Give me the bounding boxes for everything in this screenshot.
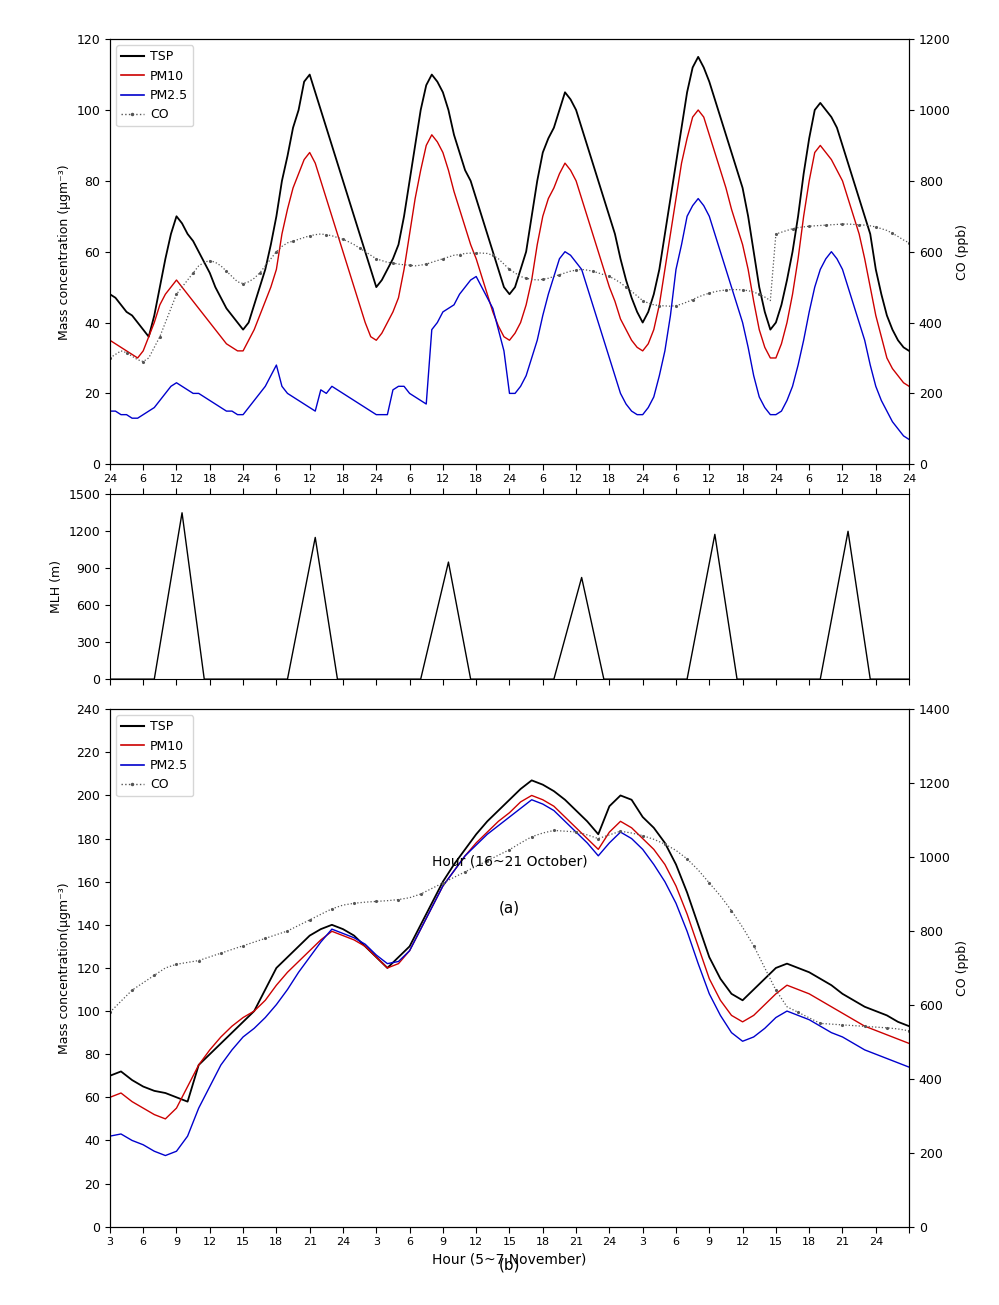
PM2.5 <box>847 1036 859 1052</box>
TSP <box>564 91 576 107</box>
CO <box>148 339 160 355</box>
PM2.5 <box>382 955 394 971</box>
PM10 <box>792 981 804 997</box>
TSP <box>903 1018 915 1034</box>
Text: (b): (b) <box>499 1258 520 1272</box>
PM10 <box>853 226 865 241</box>
TSP <box>814 971 826 987</box>
PM2.5 <box>104 403 116 419</box>
TSP <box>692 50 704 65</box>
PM2.5 <box>293 964 305 980</box>
Line: PM10: PM10 <box>110 796 909 1118</box>
TSP <box>514 782 526 797</box>
PM2.5 <box>736 315 748 330</box>
PM10 <box>143 329 155 345</box>
TSP <box>853 191 865 206</box>
Line: PM2.5: PM2.5 <box>110 800 909 1155</box>
Line: CO: CO <box>108 829 911 1032</box>
CO <box>137 354 149 369</box>
Line: PM10: PM10 <box>110 110 909 386</box>
CO <box>570 262 582 278</box>
CO <box>503 842 515 857</box>
TSP <box>143 329 155 345</box>
PM2.5 <box>110 403 122 419</box>
PM2.5 <box>564 248 576 264</box>
PM10 <box>293 954 305 970</box>
CO <box>836 217 848 232</box>
PM10 <box>514 793 526 809</box>
PM10 <box>847 1011 859 1027</box>
CO <box>110 347 122 363</box>
Line: TSP: TSP <box>110 780 909 1101</box>
CO <box>803 1010 815 1026</box>
PM10 <box>110 335 122 351</box>
CO <box>836 1017 848 1032</box>
PM2.5 <box>714 244 726 260</box>
Line: TSP: TSP <box>110 57 909 351</box>
CO <box>104 1005 116 1021</box>
CO <box>714 283 726 299</box>
Y-axis label: Mass concentration (μgm⁻³): Mass concentration (μgm⁻³) <box>58 164 71 339</box>
PM2.5 <box>104 1129 116 1144</box>
TSP <box>792 960 804 976</box>
CO <box>903 235 915 251</box>
Y-axis label: MLH (m): MLH (m) <box>50 560 63 613</box>
PM2.5 <box>814 1018 826 1034</box>
CO <box>371 894 383 910</box>
Y-axis label: Mass concentration(μgm⁻³): Mass concentration(μgm⁻³) <box>58 882 71 1053</box>
TSP <box>847 993 859 1009</box>
PM2.5 <box>525 792 537 808</box>
Line: CO: CO <box>108 222 911 363</box>
X-axis label: Hour (5~7 November): Hour (5~7 November) <box>433 1253 586 1267</box>
PM10 <box>104 333 116 348</box>
PM2.5 <box>143 403 155 419</box>
CO <box>781 998 793 1014</box>
TSP <box>182 1094 194 1109</box>
CO <box>859 218 871 234</box>
PM2.5 <box>792 1007 804 1023</box>
TSP <box>104 1067 116 1083</box>
PM2.5 <box>692 191 704 206</box>
Text: (a): (a) <box>499 900 520 915</box>
CO <box>282 923 294 938</box>
TSP <box>104 286 116 301</box>
PM2.5 <box>903 1060 915 1075</box>
PM2.5 <box>514 800 526 816</box>
Y-axis label: CO (ppb): CO (ppb) <box>956 223 969 279</box>
PM10 <box>564 162 576 177</box>
Text: Hour (16~21 October): Hour (16~21 October) <box>432 855 587 869</box>
Legend: TSP, PM10, PM2.5, CO: TSP, PM10, PM2.5, CO <box>116 715 193 796</box>
Line: PM2.5: PM2.5 <box>110 198 909 440</box>
PM10 <box>382 960 394 976</box>
PM10 <box>736 236 748 252</box>
PM10 <box>903 378 915 394</box>
PM10 <box>903 1036 915 1052</box>
TSP <box>382 960 394 976</box>
CO <box>104 350 116 365</box>
PM2.5 <box>903 432 915 448</box>
CO <box>547 822 559 838</box>
PM10 <box>714 162 726 177</box>
CO <box>903 1023 915 1039</box>
PM10 <box>692 102 704 117</box>
TSP <box>110 290 122 305</box>
PM10 <box>525 788 537 804</box>
TSP <box>736 180 748 196</box>
PM2.5 <box>160 1147 172 1163</box>
TSP <box>293 938 305 954</box>
TSP <box>903 343 915 359</box>
PM10 <box>814 993 826 1009</box>
Legend: TSP, PM10, PM2.5, CO: TSP, PM10, PM2.5, CO <box>116 46 193 127</box>
PM2.5 <box>853 315 865 330</box>
Y-axis label: CO (ppb): CO (ppb) <box>956 940 969 996</box>
TSP <box>714 110 726 125</box>
PM10 <box>160 1111 172 1126</box>
PM10 <box>104 1090 116 1105</box>
CO <box>736 282 748 298</box>
TSP <box>525 773 537 788</box>
